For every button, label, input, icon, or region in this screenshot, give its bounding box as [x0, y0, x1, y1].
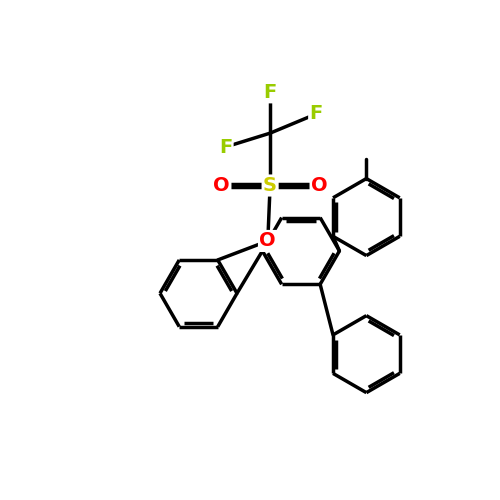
- Text: O: O: [260, 232, 276, 250]
- Text: F: F: [310, 104, 323, 124]
- Text: O: O: [311, 176, 328, 195]
- Text: F: F: [219, 138, 232, 156]
- Text: O: O: [214, 176, 230, 195]
- Text: S: S: [263, 176, 277, 195]
- Text: F: F: [264, 83, 276, 102]
